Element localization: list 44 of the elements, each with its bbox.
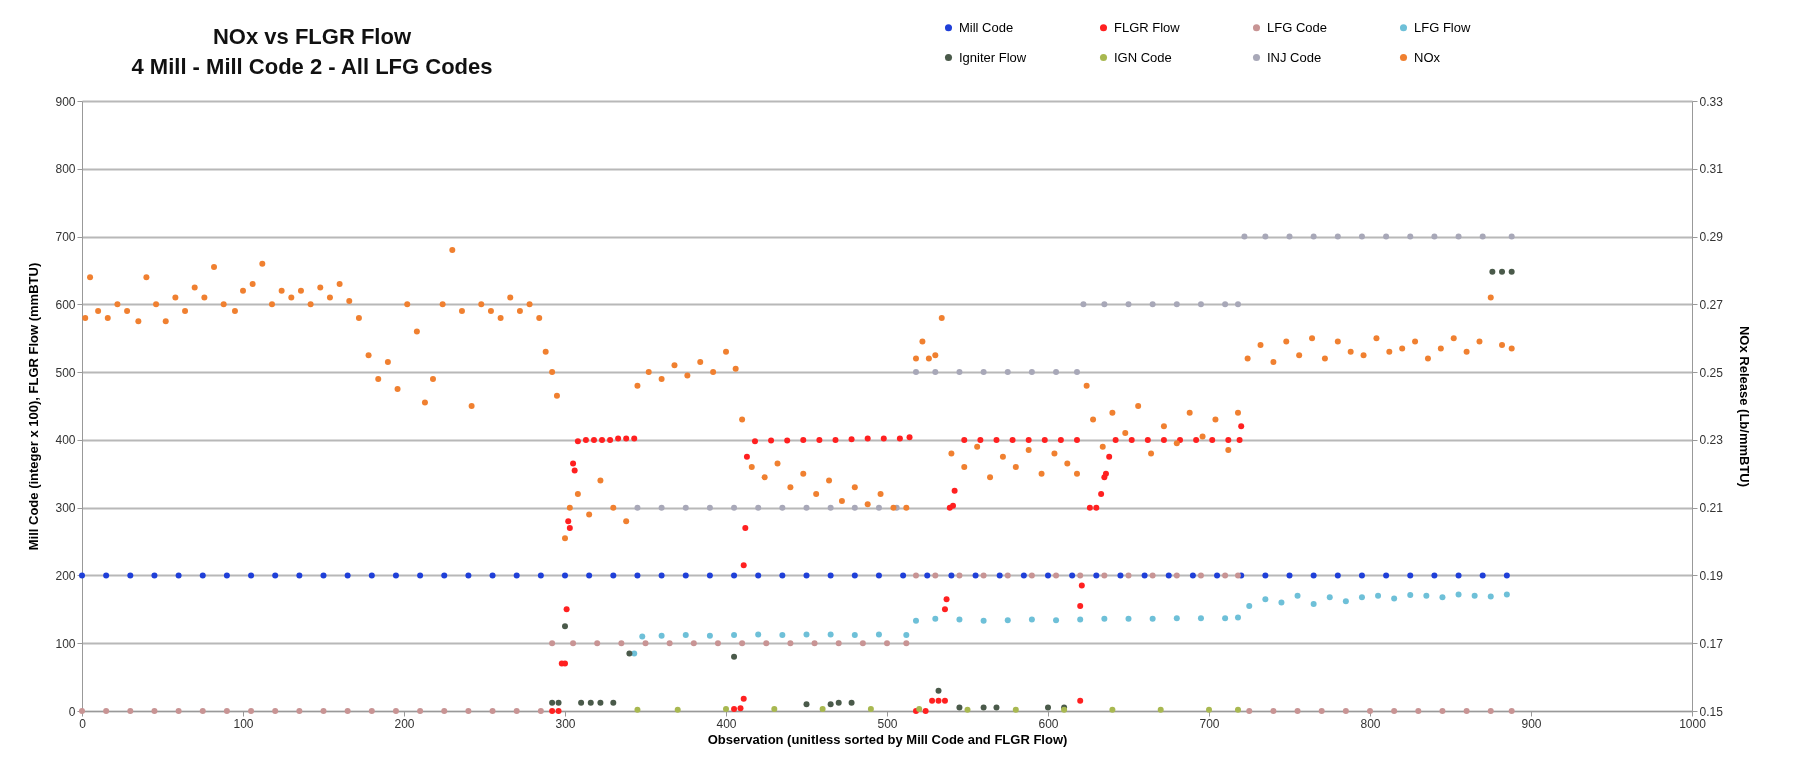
y2-tick-label: 0.27 <box>1699 297 1724 312</box>
y2-tick-label: 0.25 <box>1699 365 1724 380</box>
x-tick-label: 600 <box>1038 716 1059 731</box>
y2-tick-label: 0.17 <box>1699 636 1724 651</box>
x-tick-label: 1000 <box>1679 716 1707 731</box>
y-tick-label: 500 <box>55 365 76 380</box>
y2-tick-label: 0.33 <box>1699 94 1724 109</box>
y2-tick-label: 0.15 <box>1699 704 1724 719</box>
y-tick-label: 800 <box>55 162 76 177</box>
legend-label: FLGR Flow <box>1114 19 1181 35</box>
x-tick-label: 300 <box>555 716 576 731</box>
y-tick-label: 200 <box>55 568 76 583</box>
y-tick-label: 600 <box>55 297 76 312</box>
y-tick-label: 700 <box>55 230 76 245</box>
x-tick-label: 0 <box>79 716 87 731</box>
chart-title: NOx vs FLGR Flow <box>212 23 412 51</box>
legend-label: IGN Code <box>1114 49 1172 65</box>
y2-tick-label: 0.19 <box>1699 568 1724 583</box>
y2-tick-label: 0.31 <box>1699 162 1724 177</box>
legend-label: INJ Code <box>1267 49 1322 65</box>
y-tick-label: 400 <box>55 433 76 448</box>
x-tick-label: 900 <box>1521 716 1542 731</box>
x-tick-label: 700 <box>1199 716 1220 731</box>
y-tick-label: 300 <box>55 501 76 516</box>
x-tick-label: 400 <box>716 716 737 731</box>
x-tick-label: 800 <box>1360 716 1381 731</box>
legend-label: LFG Flow <box>1414 19 1471 35</box>
x-tick-label: 100 <box>233 716 254 731</box>
y-tick-label: 0 <box>68 704 76 719</box>
y-tick-label: 100 <box>55 636 76 651</box>
legend-label: Mill Code <box>959 19 1014 35</box>
legend-label: LFG Code <box>1267 19 1327 35</box>
x-tick-label: 500 <box>877 716 898 731</box>
y2-axis-title: NOx Release (Lb/mmBTU) <box>1736 325 1752 488</box>
y-axis-title: Mill Code (integer x 100), FLGR Flow (mmBTU) <box>26 262 42 551</box>
y2-tick-label: 0.23 <box>1699 433 1724 448</box>
y-tick-label: 900 <box>55 94 76 109</box>
legend-label: NOx <box>1414 49 1441 65</box>
x-axis-title: Observation (unitless sorted by Mill Code and FLGR Flow) <box>707 731 1068 747</box>
x-tick-label: 200 <box>394 716 415 731</box>
chart-subtitle: 4 Mill - Mill Code 2 - All LFG Codes <box>130 53 494 81</box>
legend-label: Igniter Flow <box>959 49 1027 65</box>
y2-tick-label: 0.21 <box>1699 501 1724 516</box>
y2-tick-label: 0.29 <box>1699 230 1724 245</box>
